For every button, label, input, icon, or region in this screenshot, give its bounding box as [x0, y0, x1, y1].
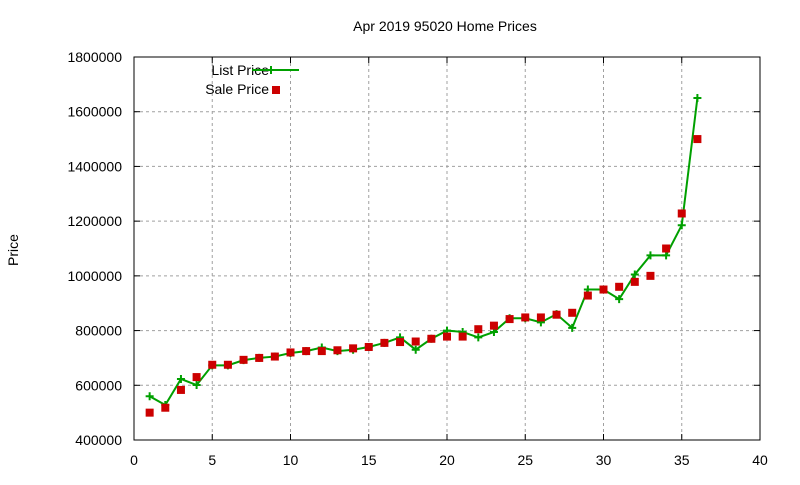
sale-price-marker — [443, 332, 451, 341]
sale-price-marker — [599, 285, 608, 294]
sale-price-marker — [176, 385, 185, 394]
sale-price-marker — [662, 244, 671, 253]
sale-price-marker — [615, 282, 624, 291]
y-tick-label: 1400000 — [67, 158, 122, 174]
sale-price-marker — [317, 347, 326, 356]
sale-price-marker — [693, 135, 702, 144]
sale-price-marker — [536, 313, 545, 322]
x-tick-label: 10 — [283, 452, 299, 468]
list-price-marker — [176, 374, 185, 383]
x-tick-label: 20 — [439, 452, 455, 468]
sale-price-marker — [333, 346, 342, 355]
list-price-marker — [411, 345, 420, 354]
y-tick-label: 800000 — [75, 323, 122, 339]
sale-price-marker — [521, 313, 530, 322]
sale-price-marker — [505, 315, 514, 324]
chart-title: Apr 2019 95020 Home Prices — [353, 18, 537, 34]
sale-price-marker — [677, 209, 686, 218]
y-tick-label: 400000 — [75, 432, 122, 448]
sale-price-marker — [145, 408, 154, 417]
y-tick-label: 600000 — [75, 377, 122, 393]
sale-price-marker — [239, 355, 248, 364]
sale-price-marker — [380, 338, 389, 347]
sale-price-marker — [583, 291, 592, 300]
y-tick-label: 1000000 — [67, 268, 122, 284]
x-tick-label: 5 — [208, 452, 216, 468]
sale-price-marker — [302, 347, 311, 356]
sale-price-marker — [552, 310, 561, 319]
x-tick-label: 25 — [517, 452, 533, 468]
sale-price-marker — [568, 308, 577, 317]
sale-price-marker — [474, 325, 483, 334]
list-price-marker — [145, 392, 154, 401]
legend-label-list-price: List Price — [211, 62, 269, 78]
list-price-line — [149, 97, 699, 407]
y-axis-label: Price — [5, 234, 21, 266]
list-price-marker — [662, 251, 671, 260]
list-price-marker — [474, 333, 483, 342]
legend-marker-sale-price — [272, 86, 280, 94]
sale-price-marker — [161, 403, 170, 412]
list-price-marker — [693, 94, 702, 103]
x-tick-label: 30 — [596, 452, 612, 468]
list-price-marker — [615, 295, 624, 304]
sale-price-marker — [630, 277, 639, 286]
sale-price-marker — [349, 344, 358, 353]
sale-price-marker — [396, 338, 405, 347]
legend-label-sale-price: Sale Price — [205, 81, 269, 97]
x-tick-label: 40 — [752, 452, 768, 468]
sale-price-marker — [208, 360, 217, 369]
list-price-marker — [568, 323, 577, 332]
y-tick-label: 1800000 — [67, 49, 122, 65]
sale-price-marker — [427, 334, 436, 343]
sale-price-marker — [458, 332, 467, 341]
list-price-marker — [677, 221, 686, 230]
y-tick-label: 1200000 — [67, 213, 122, 229]
sale-price-marker — [192, 373, 201, 382]
x-tick-label: 0 — [130, 452, 138, 468]
sale-price-marker — [646, 271, 655, 280]
sale-price-marker — [255, 353, 264, 362]
sale-price-marker — [489, 321, 498, 330]
y-tick-label: 1600000 — [67, 104, 122, 120]
list-price-marker — [192, 381, 201, 390]
list-price-marker — [630, 270, 639, 279]
sale-price-marker — [286, 348, 295, 357]
list-price-marker — [646, 251, 655, 260]
x-tick-label: 35 — [674, 452, 690, 468]
sale-price-marker — [411, 337, 420, 346]
x-tick-label: 15 — [361, 452, 377, 468]
sale-price-marker — [364, 342, 373, 351]
sale-price-marker — [270, 352, 279, 361]
sale-price-marker — [223, 360, 232, 369]
